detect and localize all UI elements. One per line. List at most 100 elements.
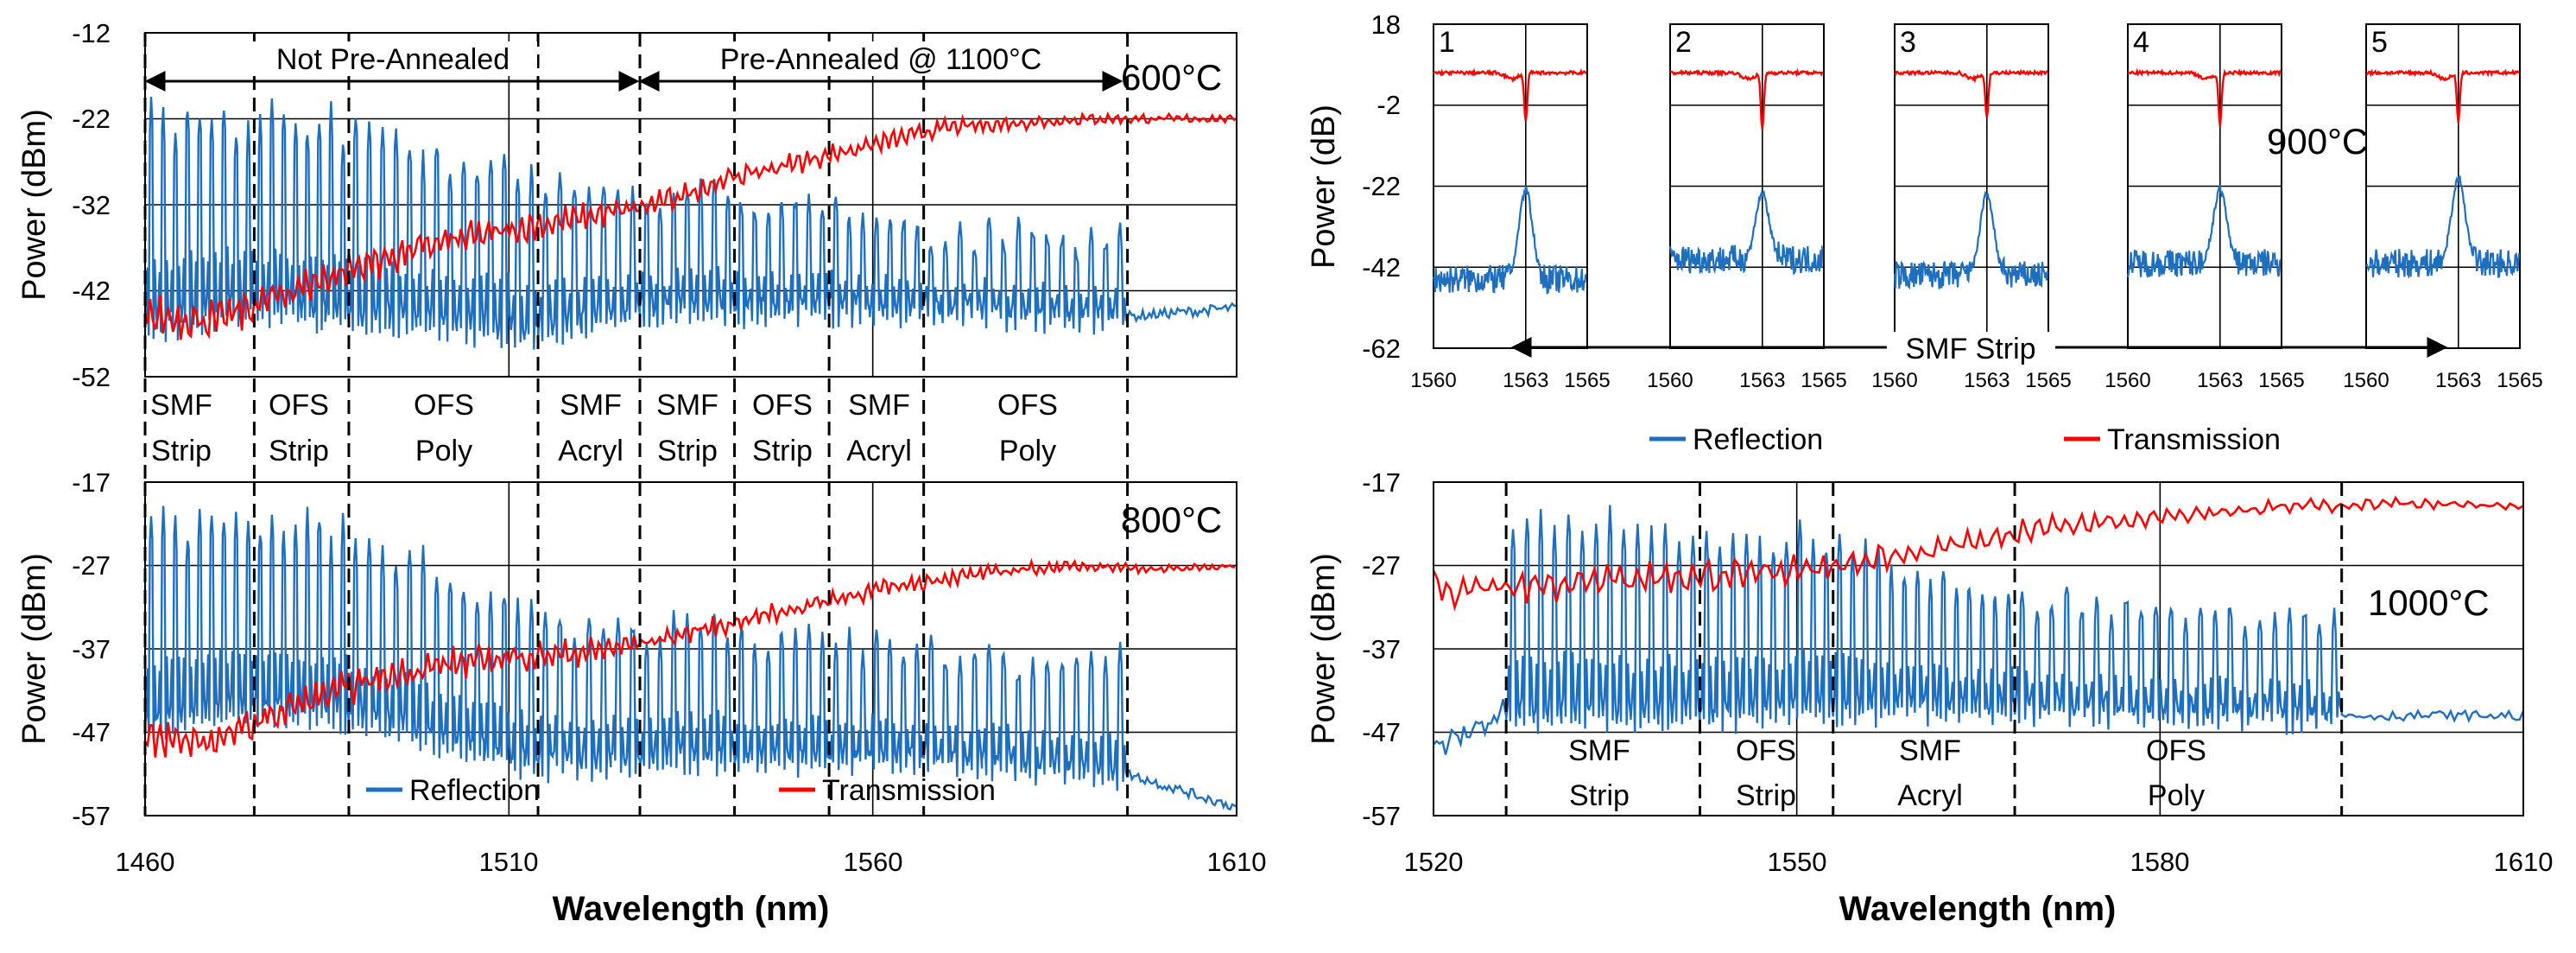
panel-1000-plot-frame bbox=[1433, 481, 2524, 816]
panel-600c: -12 -22 -32 -42 -52 Power (dBm) Not Pre-… bbox=[16, 18, 1237, 482]
p600-annot-left-bg bbox=[250, 41, 537, 76]
p1000-xtick-3: 1610 bbox=[2494, 847, 2554, 877]
panel-1000-segment-dividers bbox=[1504, 482, 2344, 816]
p900-subplot-label-3: 3 bbox=[1900, 26, 1916, 59]
p1000-xtick-1: 1550 bbox=[1768, 847, 1827, 877]
panel-800-transmission-series bbox=[143, 557, 1236, 758]
p1000-segment-4-line2: Poly bbox=[2148, 779, 2205, 812]
p600-reflection-line bbox=[144, 97, 1237, 350]
panel-800c: -17 -27 -37 -47 -57 1460 1510 1560 1610 … bbox=[16, 467, 1266, 928]
panel-1000c: -17 -27 -37 -47 -57 1520 1550 1580 1610 … bbox=[1306, 467, 2553, 928]
panel-600-plot-frame bbox=[144, 32, 1237, 378]
p800-ytick-4: -57 bbox=[72, 801, 111, 831]
p900-legend-reflection: Reflection bbox=[1693, 423, 1823, 456]
p1000-temp-label: 1000°C bbox=[2368, 582, 2490, 623]
p800-xtick-2: 1560 bbox=[844, 847, 903, 877]
segment-8-line1: OFS bbox=[997, 389, 1058, 422]
segment-1-line1: SMF bbox=[150, 389, 212, 422]
segment-7-line1: SMF bbox=[848, 389, 910, 422]
p900-s5-xtick-0: 1560 bbox=[2343, 369, 2389, 392]
p1000-xtick-0: 1520 bbox=[1404, 847, 1464, 877]
p1000-segment-3-line2: Acryl bbox=[1897, 779, 1963, 812]
p600-ytick-3: -42 bbox=[72, 276, 111, 306]
p800-xlabel: Wavelength (nm) bbox=[553, 890, 830, 928]
p900-ylabel: Power (dB) bbox=[1306, 105, 1342, 269]
p900-subplot-label-2: 2 bbox=[1675, 26, 1692, 59]
p800-xtick-1: 1510 bbox=[479, 847, 539, 877]
p800-temp-label: 800°C bbox=[1121, 499, 1222, 540]
p900-s4-transmission bbox=[2127, 67, 2282, 127]
p900-s3-reflection bbox=[1893, 190, 2049, 290]
p900-s1-frame bbox=[1433, 23, 1588, 349]
segment-6-line2: Strip bbox=[752, 435, 813, 467]
p600-ylabel: Power (dBm) bbox=[16, 109, 53, 301]
p900-s1-xtick-2: 1565 bbox=[1564, 369, 1610, 392]
panel-600-transmission-series bbox=[143, 111, 1237, 340]
p900-s4-reflection bbox=[2126, 184, 2282, 278]
p800-ytick-0: -17 bbox=[72, 467, 111, 498]
p900-ytick-2: -22 bbox=[1362, 171, 1401, 201]
p800-ytick-2: -37 bbox=[72, 634, 111, 664]
p900-subplot-label-5: 5 bbox=[2371, 26, 2388, 59]
p900-s3-xtick-0: 1560 bbox=[1871, 369, 1917, 392]
p900-s4-xtick-0: 1560 bbox=[2104, 369, 2150, 392]
p1000-segment-4-line1: OFS bbox=[2146, 734, 2206, 767]
p900-s4-xtick-1: 1563 bbox=[2197, 369, 2243, 392]
p800-xtick-0: 1460 bbox=[116, 847, 175, 877]
p900-s2-xtick-2: 1565 bbox=[1801, 369, 1846, 392]
p900-ytick-0: 18 bbox=[1371, 10, 1401, 40]
segment-6-line1: OFS bbox=[752, 389, 813, 422]
segment-1-line2: Strip bbox=[151, 435, 212, 467]
p1000-segment-1-line1: SMF bbox=[1568, 734, 1630, 767]
p1000-reflection-line bbox=[1433, 505, 2525, 755]
p900-subplot-2: 2 1560 1563 1565 bbox=[1647, 23, 1847, 392]
p1000-ytick-0: -17 bbox=[1362, 467, 1401, 498]
p800-reflection-line bbox=[143, 505, 1237, 811]
segment-2-line1: OFS bbox=[269, 389, 329, 422]
p600-ytick-4: -52 bbox=[72, 362, 111, 392]
panel-600-reflection-series bbox=[144, 97, 1237, 350]
p900-ytick-3: -42 bbox=[1362, 252, 1401, 283]
p900-s5-xtick-2: 1565 bbox=[2497, 369, 2542, 392]
p900-s2-reflection bbox=[1668, 189, 1825, 276]
p600-temp-label: 600°C bbox=[1121, 57, 1222, 98]
p600-annot-not-preannealed: Not Pre-Annealed bbox=[276, 43, 510, 76]
p900-ytick-1: -2 bbox=[1377, 90, 1401, 120]
p600-annot-preannealed: Pre-Annealed @ 1100°C bbox=[720, 43, 1042, 76]
p800-legend-transmission: Transmission bbox=[822, 774, 996, 807]
p900-subplot-label-4: 4 bbox=[2133, 26, 2149, 59]
p900-s3-xtick-1: 1563 bbox=[1964, 369, 2010, 392]
p900-legend-transmission: Transmission bbox=[2107, 423, 2281, 456]
segment-2-line2: Strip bbox=[269, 435, 329, 467]
panel-800-gridlines bbox=[145, 482, 1237, 816]
p1000-ytick-4: -57 bbox=[1362, 801, 1401, 831]
segment-7-line2: Acryl bbox=[846, 435, 912, 467]
segment-4-line1: SMF bbox=[560, 389, 622, 422]
p900-s5-xtick-1: 1563 bbox=[2435, 369, 2481, 392]
p600-ytick-0: -12 bbox=[72, 18, 111, 48]
panel-800-reflection-series bbox=[143, 505, 1237, 811]
segment-3-line1: OFS bbox=[414, 389, 474, 422]
p800-ytick-3: -47 bbox=[72, 717, 111, 747]
p900-s2-xtick-0: 1560 bbox=[1647, 369, 1693, 392]
p900-s3-transmission bbox=[1894, 68, 2048, 118]
p800-xtick-3: 1610 bbox=[1207, 847, 1267, 877]
p600-transmission-line bbox=[143, 111, 1237, 340]
p900-ytick-4: -62 bbox=[1362, 334, 1401, 364]
p1000-ytick-2: -37 bbox=[1362, 634, 1401, 664]
segment-3-line2: Poly bbox=[415, 435, 472, 467]
segment-4-line2: Acryl bbox=[558, 435, 623, 467]
p900-s4-xtick-2: 1565 bbox=[2258, 369, 2304, 392]
segment-5-line1: SMF bbox=[656, 389, 718, 422]
p800-transmission-line bbox=[143, 557, 1236, 758]
p600-ytick-1: -22 bbox=[72, 104, 111, 134]
p900-s2-transmission bbox=[1669, 67, 1824, 130]
p900-temp-label: 900°C bbox=[2267, 121, 2368, 162]
p900-subplot-3: 3 1560 1563 1565 bbox=[1871, 23, 2072, 392]
p900-subplot-5: 5 1560 1563 1565 bbox=[2343, 23, 2543, 392]
p900-s5-reflection bbox=[2365, 175, 2521, 280]
p1000-segment-1-line2: Strip bbox=[1569, 779, 1630, 812]
